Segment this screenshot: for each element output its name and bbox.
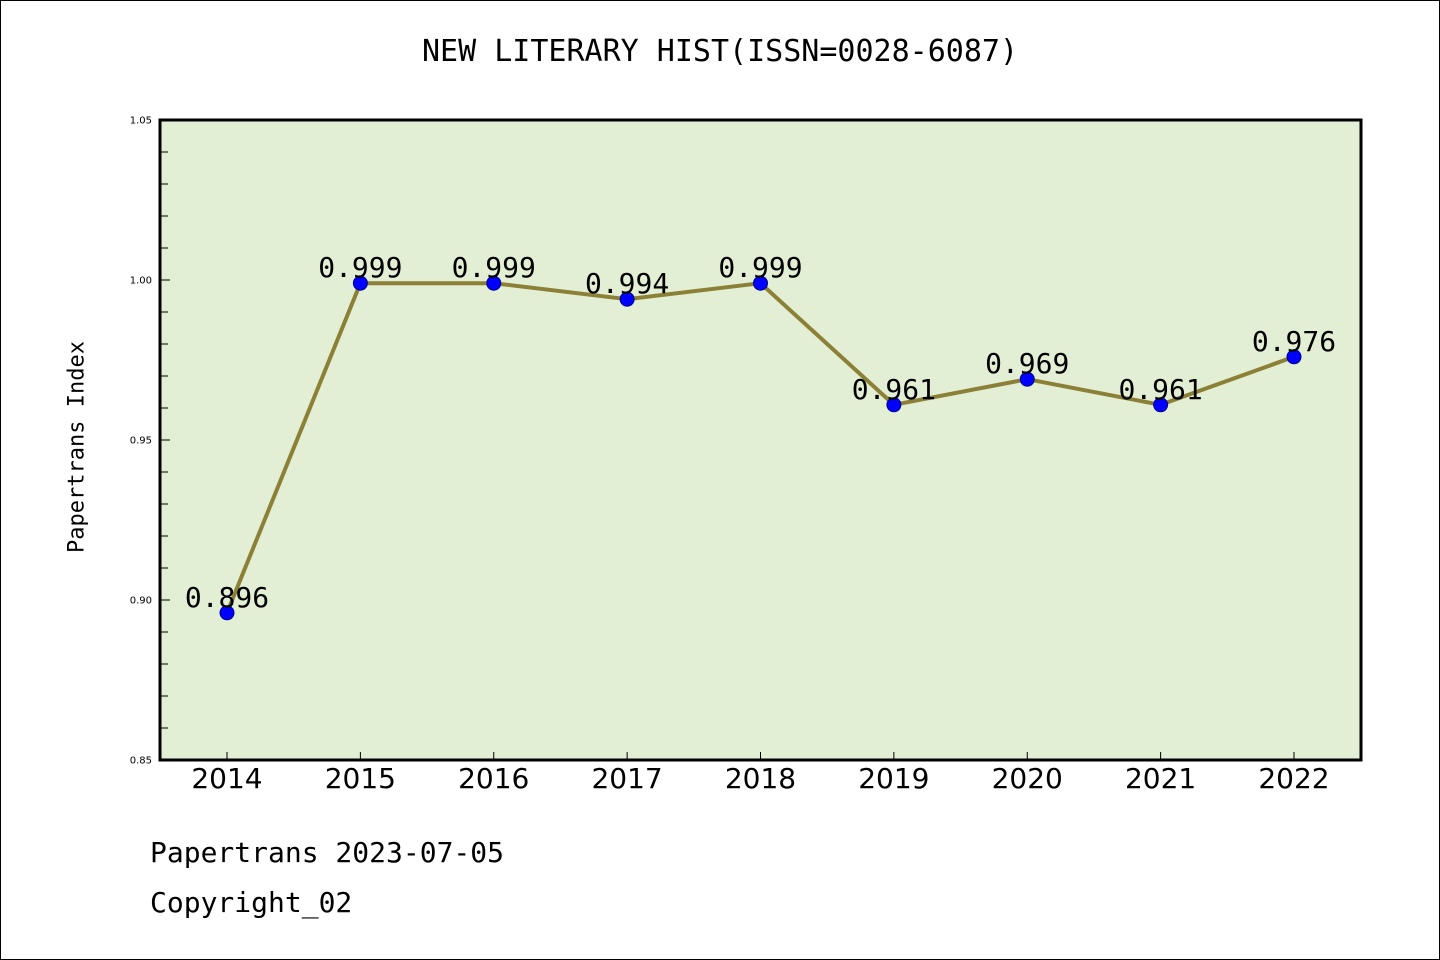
footer-copyright: Copyright_02 <box>150 886 353 919</box>
y-tick-label: 0.95 <box>130 436 152 447</box>
data-point <box>352 275 368 291</box>
data-point <box>1286 349 1302 365</box>
data-label: 0.961 <box>1118 373 1202 406</box>
y-tick-label: 0.90 <box>130 596 152 607</box>
x-tick-label: 2021 <box>1125 762 1196 795</box>
x-tick-label: 2020 <box>992 762 1063 795</box>
data-points <box>219 275 1302 621</box>
data-label: 0.994 <box>585 267 669 300</box>
data-label: 0.976 <box>1252 325 1336 358</box>
x-tick-label: 2014 <box>191 762 262 795</box>
data-point <box>486 275 502 291</box>
x-tick-label: 2016 <box>458 762 529 795</box>
x-tick-label: 2018 <box>725 762 796 795</box>
x-tick-label: 2022 <box>1258 762 1329 795</box>
x-tick-label: 2019 <box>858 762 929 795</box>
data-label: 0.969 <box>985 347 1069 380</box>
data-label: 0.999 <box>318 251 402 284</box>
x-tick-label: 2017 <box>591 762 662 795</box>
data-point <box>1153 397 1169 413</box>
y-axis: 0.85 0.90 0.95 1.00 1.05 <box>130 116 170 767</box>
y-tick-label: 1.05 <box>130 116 152 127</box>
x-tick-label: 2015 <box>325 762 396 795</box>
data-point <box>619 291 635 307</box>
data-point <box>886 397 902 413</box>
data-label: 0.961 <box>852 373 936 406</box>
data-point <box>753 275 768 291</box>
data-point <box>219 605 235 621</box>
plot-border <box>158 118 1363 762</box>
x-axis: 2014 2015 2016 2017 2018 2019 2020 2021 2022 <box>191 752 1330 795</box>
y-tick-label: 0.85 <box>130 756 152 767</box>
data-point <box>1019 371 1035 387</box>
data-label: 0.999 <box>718 251 802 284</box>
data-labels: 0.896 0.999 0.999 0.994 0.999 0.961 0.969 0.961… <box>185 251 1336 614</box>
plot-area <box>160 120 1361 760</box>
data-label: 0.896 <box>185 581 269 614</box>
chart-title: NEW LITERARY HIST(ISSN=0028-6087) <box>421 34 1019 69</box>
y-tick-label: 1.00 <box>130 276 152 287</box>
footer-source-date: Papertrans 2023-07-05 <box>150 836 505 869</box>
data-label: 0.999 <box>452 251 536 284</box>
